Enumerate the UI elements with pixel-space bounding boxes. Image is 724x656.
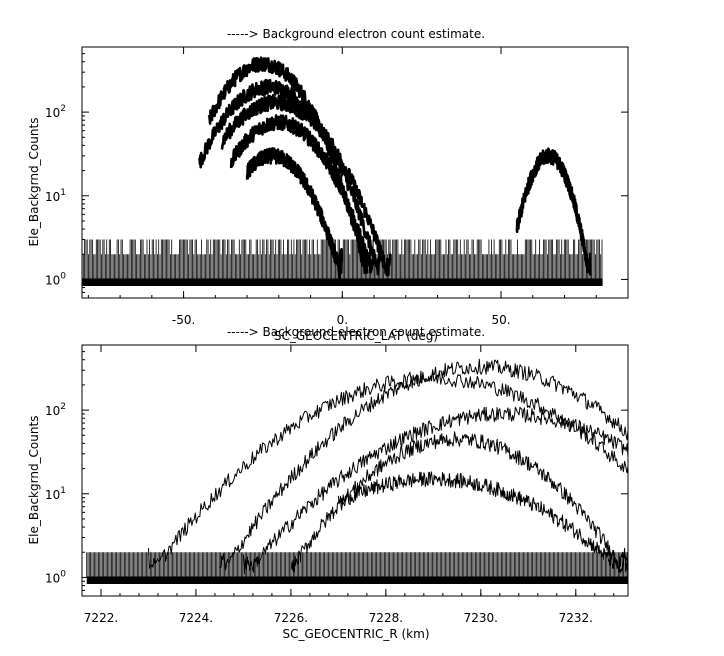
series-line-4 [229,114,376,274]
top-plot-frame [81,46,629,299]
noise-floor-band [82,278,603,286]
bottom-x-axis-label: SC_GEOCENTRIC_R (km) [283,627,430,641]
series-line-5 [337,471,629,573]
y-tick-label: 100 [45,271,66,287]
series-line-1 [219,358,629,571]
top-y-ticks: 100 101 102 [45,46,628,299]
series-line-4 [290,431,629,574]
top-panel: -----> Background electron count estimat… [27,27,629,343]
top-y-axis-label: Ele_Backgrnd_Counts [27,118,41,247]
x-tick-label: 7224. [179,611,213,625]
top-x-axis-label: SC_GEOCENTRIC_LAT (deg) [274,329,438,343]
series-line-5 [245,147,344,279]
bottom-y-ticks: 100 101 102 [45,344,628,597]
y-tick-label: 102 [45,402,66,418]
top-x-ticks: -50. 0. 50. [87,47,629,327]
bottom-y-axis-label: Ele_Backgrnd_Counts [27,416,41,545]
y-tick-label: 100 [45,569,66,585]
noise-floor-spikes [86,552,628,578]
series-line-6 [515,147,592,276]
y-tick-label: 101 [45,486,66,502]
bottom-plot-area [86,358,629,584]
x-tick-label: 7226. [274,611,308,625]
y-tick-label: 101 [45,188,66,204]
top-chart-title: -----> Background electron count estimat… [227,27,485,41]
bottom-chart-title: -----> Background electron count estimat… [227,325,485,339]
series-line-3 [242,406,629,575]
bottom-plot-frame [81,344,629,597]
bottom-panel: -----> Background electron count estimat… [27,325,629,641]
x-tick-label: 7228. [369,611,403,625]
x-tick-label: 7230. [464,611,498,625]
x-tick-label: 50. [491,313,510,327]
x-tick-label: 7232. [559,611,593,625]
top-plot-area [81,56,603,286]
noise-floor-band [86,576,629,584]
bottom-x-ticks: 7222. 7224. 7226. 7228. 7230. 7232. [81,345,615,625]
series-line-2 [148,371,629,569]
series-line-3 [220,93,392,277]
x-tick-label: 7222. [84,611,118,625]
y-tick-label: 102 [45,104,66,120]
x-tick-label: 0. [337,313,348,327]
x-tick-label: -50. [172,313,195,327]
